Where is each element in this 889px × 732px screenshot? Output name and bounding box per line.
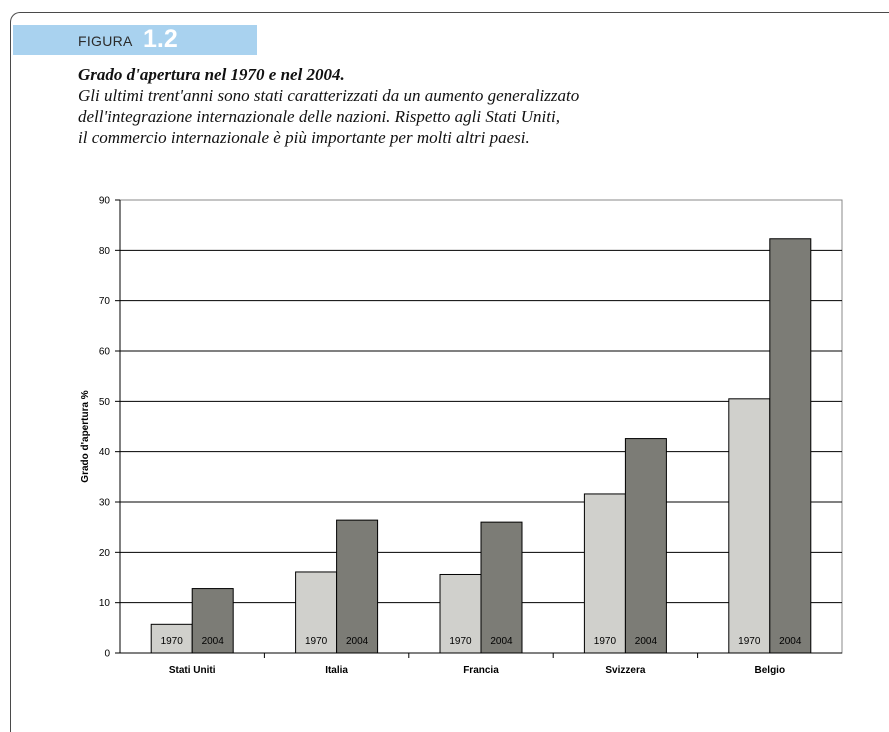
figure-title: Grado d'apertura nel 1970 e nel 2004.: [78, 65, 345, 84]
figure-frame: [10, 12, 889, 732]
bar-1970: [150, 623, 193, 654]
caption-line: Gli ultimi trent'anni sono stati caratte…: [78, 86, 580, 105]
y-tick-label: 40: [99, 447, 111, 458]
bar-chart: 0 10 20 30 40 50 60 70 80 90 Grado d'apertura % 197…: [80, 196, 843, 676]
caption-line: il commercio internazionale è più import…: [78, 128, 530, 147]
bar-series-label: 1970: [161, 636, 184, 647]
bar-series-label: 2004: [490, 636, 513, 647]
x-tick-label: Stati Uniti: [169, 665, 216, 676]
caption-line: dell'integrazione internazionale delle n…: [78, 107, 560, 126]
x-tick-label: Italia: [325, 665, 348, 676]
bar-series-label: 1970: [738, 636, 761, 647]
bar-2004: [624, 438, 667, 654]
y-axis-label: Grado d'apertura %: [80, 390, 91, 483]
bar-1970: [295, 571, 338, 654]
y-tick-label: 20: [99, 548, 111, 559]
figure-tab: [13, 25, 257, 55]
y-tick-label: 80: [99, 246, 111, 257]
bar-series-label: 2004: [346, 636, 369, 647]
bar-2004: [191, 588, 234, 654]
x-tick-label: Francia: [463, 665, 499, 676]
bar-1970: [583, 493, 626, 654]
y-tick-label: 70: [99, 296, 111, 307]
figure-number: 1.2: [143, 25, 178, 53]
y-tick-label: 30: [99, 498, 111, 509]
bar-series-label: 1970: [305, 636, 328, 647]
y-tick-label: 0: [104, 649, 110, 660]
y-tick-label: 60: [99, 347, 111, 358]
bar-2004: [336, 519, 379, 654]
bar-1970: [439, 573, 482, 654]
bar-series-label: 1970: [449, 636, 472, 647]
figure-label: FIGURA: [78, 33, 133, 49]
bar-1970: [728, 398, 771, 654]
y-tick-label: 10: [99, 598, 111, 609]
figure-caption: Grado d'apertura nel 1970 e nel 2004. Gl…: [78, 64, 878, 148]
bar-series-label: 2004: [635, 636, 658, 647]
bar-series-label: 2004: [779, 636, 802, 647]
y-tick-label: 90: [99, 196, 111, 207]
bar-2004: [769, 238, 812, 654]
bar-series-label: 2004: [202, 636, 225, 647]
bar-2004: [480, 521, 523, 654]
x-tick-label: Svizzera: [605, 665, 645, 676]
bar-series-label: 1970: [594, 636, 617, 647]
x-tick-label: Belgio: [755, 665, 786, 676]
y-tick-label: 50: [99, 397, 111, 408]
